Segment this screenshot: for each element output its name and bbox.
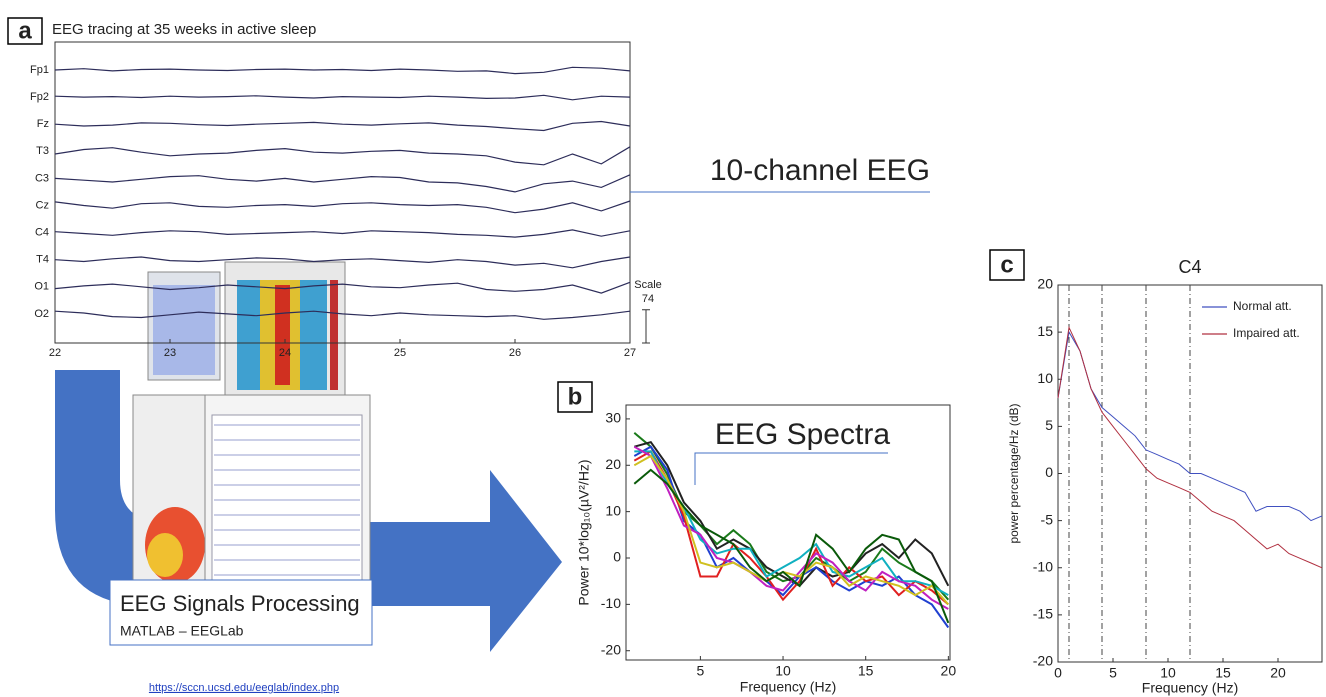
channel-label: Fp2: [30, 91, 49, 103]
eeg-trace: [54, 66, 631, 75]
legend-box: [1197, 293, 1319, 348]
spectrum-line: [634, 450, 949, 596]
panel-label-box: [7, 17, 43, 45]
y-axis-label: power percentage/Hz (dB): [1007, 403, 1021, 543]
panel-label: c: [1000, 251, 1013, 278]
x-tick-label: 10: [775, 663, 791, 679]
eeg-trace: [54, 174, 631, 193]
spectrum-line: [633, 468, 950, 624]
y-tick-label: 10: [1037, 370, 1053, 386]
y-tick-label: 30: [605, 410, 621, 426]
channel-label: Cz: [36, 199, 49, 211]
chart-title: EEG tracing at 35 weeks in active sleep: [52, 21, 316, 38]
x-tick-label: 22: [49, 347, 61, 359]
x-tick-label: 20: [1270, 665, 1286, 681]
x-tick-label: 23: [164, 347, 176, 359]
y-tick-label: 5: [1045, 417, 1053, 433]
x-tick-label: 24: [279, 347, 291, 359]
x-tick-label: 5: [696, 663, 704, 679]
channel-label: T3: [36, 145, 49, 157]
x-tick-label: 0: [1054, 665, 1062, 681]
spectrum-line: [633, 445, 950, 629]
y-tick-label: -20: [601, 641, 621, 657]
annotation-bracket: [694, 452, 888, 485]
spectrum-line: [1057, 325, 1323, 569]
y-tick-label: 20: [1037, 276, 1053, 292]
panel-label: a: [18, 17, 32, 44]
panel-label: b: [568, 383, 583, 410]
eeg-trace: [54, 146, 631, 166]
y-tick-label: -10: [601, 595, 621, 611]
scale-bar: [642, 309, 650, 344]
legend-label: Impaired att.: [1233, 326, 1300, 340]
eeg-trace: [54, 310, 631, 320]
eeg-trace: [54, 120, 631, 132]
x-tick-label: 15: [858, 663, 874, 679]
x-tick-label: 15: [1215, 665, 1231, 681]
scale-label: Scale: [634, 279, 662, 291]
processing-subtitle: MATLAB – EEGLab: [120, 623, 244, 639]
spectrum-line: [633, 454, 950, 606]
channel-label: O2: [34, 308, 49, 320]
x-axis-label: Frequency (Hz): [740, 679, 836, 695]
y-axis-label: Power 10*log₁₀(µV²/Hz): [576, 459, 592, 605]
spectrum-line: [633, 445, 949, 610]
eeg-trace: [54, 256, 631, 269]
plot-frame: [625, 404, 951, 661]
legend-label: Normal att.: [1233, 299, 1292, 313]
eeg-trace: [54, 200, 631, 214]
annotation: 10-channel EEG: [710, 154, 930, 187]
y-tick-label: 20: [605, 456, 621, 472]
channel-label: C3: [35, 172, 49, 184]
y-tick-label: 0: [1045, 464, 1053, 480]
channel-label: C4: [35, 227, 49, 239]
x-tick-label: 20: [941, 663, 957, 679]
y-tick-label: -20: [1033, 653, 1053, 669]
channel-label: Fz: [37, 118, 49, 130]
x-tick-label: 26: [509, 347, 521, 359]
y-tick-label: 10: [605, 502, 621, 518]
y-tick-label: 15: [1037, 323, 1053, 339]
link[interactable]: https://sccn.ucsd.edu/eeglab/index.php: [149, 682, 339, 694]
x-tick-label: 25: [394, 347, 406, 359]
panel-label-box: [989, 249, 1025, 281]
y-tick-label: -5: [1041, 511, 1054, 527]
eeg-trace: [54, 281, 631, 294]
eeg-trace: [54, 94, 631, 101]
x-tick-label: 10: [1160, 665, 1176, 681]
x-tick-label: 5: [1109, 665, 1117, 681]
y-tick-label: 0: [613, 549, 621, 565]
channel-label: T4: [36, 254, 49, 266]
eeg-trace: [54, 229, 631, 238]
y-tick-label: -15: [1033, 606, 1053, 622]
annotation: EEG Spectra: [715, 418, 890, 451]
y-tick-label: -10: [1033, 558, 1053, 574]
spectrum-line: [1057, 330, 1323, 522]
x-axis-label: Frequency (Hz): [1142, 680, 1238, 696]
processing-box: [109, 579, 373, 646]
x-tick-label: 27: [624, 347, 636, 359]
channel-label: O1: [34, 281, 49, 293]
channel-label: Fp1: [30, 64, 49, 76]
processing-title: EEG Signals Processing: [120, 591, 360, 616]
scale-value: 74: [642, 293, 654, 305]
panel-label-box: [557, 381, 593, 413]
chart-title: C4: [1178, 257, 1201, 277]
